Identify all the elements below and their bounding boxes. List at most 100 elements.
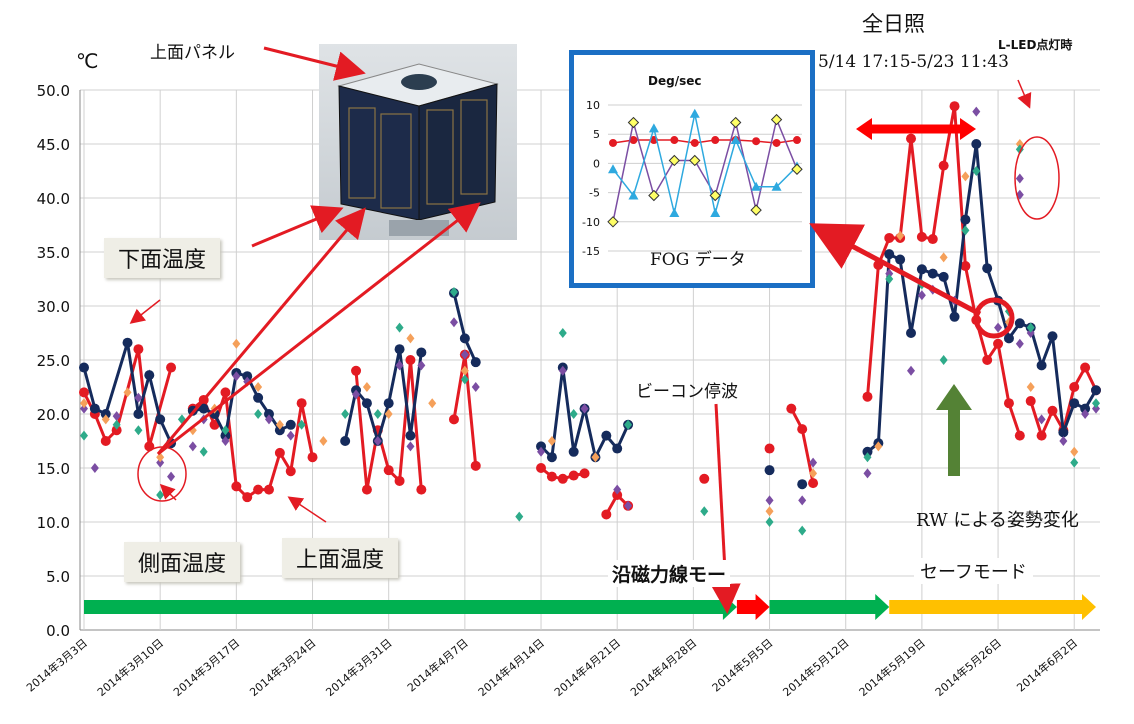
data-point	[1092, 403, 1100, 414]
fog-point	[648, 123, 659, 133]
data-point	[449, 317, 458, 328]
x-tick-label: 2014年4月21日	[551, 636, 623, 699]
safe-mode-label: セーフモード	[914, 558, 1033, 584]
fog-point	[771, 181, 782, 191]
data-point	[166, 438, 177, 449]
mode-bar-arrowhead	[1082, 594, 1096, 620]
x-tick-label: 2014年3月3日	[23, 636, 89, 695]
data-point	[558, 328, 567, 338]
data-point	[972, 106, 981, 117]
fog-y-tick-label: -15	[582, 245, 600, 258]
data-point	[939, 355, 948, 365]
data-point	[699, 473, 710, 484]
data-point	[1091, 385, 1101, 396]
y-tick-label: 40.0	[37, 190, 70, 208]
data-point	[416, 347, 427, 358]
data-point	[133, 409, 144, 419]
x-tick-label: 2014年3月17日	[170, 636, 242, 699]
data-point	[111, 425, 122, 436]
fog-point	[670, 136, 679, 145]
data-point	[863, 468, 872, 479]
data-point	[907, 365, 916, 376]
y-tick-label: 15.0	[37, 460, 70, 478]
data-point	[134, 392, 143, 403]
data-point	[764, 465, 775, 476]
data-point	[624, 500, 633, 511]
data-point	[1069, 398, 1080, 409]
data-point	[89, 403, 100, 414]
data-point	[546, 471, 557, 482]
data-point	[938, 160, 949, 171]
data-point	[536, 441, 547, 452]
data-point	[394, 475, 405, 486]
data-point	[863, 452, 872, 463]
y-tick-label: 30.0	[37, 298, 70, 316]
fog-point	[751, 181, 762, 191]
data-point	[994, 322, 1003, 333]
data-point	[1047, 331, 1058, 342]
data-point	[546, 452, 557, 463]
data-point	[253, 484, 264, 495]
data-point	[1015, 173, 1024, 184]
series-line	[82, 348, 173, 447]
data-point	[916, 264, 927, 275]
series-line	[191, 391, 314, 500]
data-point	[1081, 409, 1090, 419]
x-tick-label: 2014年5月5日	[709, 636, 775, 695]
data-point	[972, 166, 981, 176]
data-point	[80, 398, 88, 409]
data-point	[361, 484, 372, 495]
data-point	[187, 405, 198, 416]
data-point	[285, 466, 296, 477]
data-point	[579, 468, 590, 479]
data-point	[156, 490, 165, 500]
x-tick-label: 2014年6月2日	[1014, 636, 1080, 695]
data-point	[960, 214, 971, 225]
fog-point	[608, 164, 618, 174]
data-point	[798, 525, 807, 536]
data-point	[254, 409, 263, 419]
data-point	[1014, 430, 1025, 441]
data-point	[90, 463, 99, 473]
data-point	[971, 139, 982, 149]
fog-point	[629, 136, 638, 145]
y-tick-label: 20.0	[37, 406, 70, 424]
fog-point	[793, 136, 801, 145]
fog-title: Deg/sec	[648, 74, 701, 88]
data-point	[1003, 333, 1014, 344]
x-tick-label: 2014年5月19日	[856, 636, 928, 699]
data-point	[993, 338, 1004, 349]
data-point	[231, 481, 242, 492]
data-point	[340, 436, 351, 446]
data-point	[242, 492, 253, 503]
fog-y-tick-label: -5	[589, 187, 600, 200]
fog-point	[730, 135, 741, 145]
data-point	[80, 430, 88, 441]
x-tick-label: 2014年5月12日	[780, 636, 852, 699]
x-tick-label: 2014年5月26日	[932, 636, 1004, 699]
fog-point	[710, 208, 721, 218]
fog-point	[791, 163, 803, 175]
data-point	[198, 394, 209, 405]
data-point	[591, 452, 600, 463]
data-point	[177, 414, 186, 425]
data-point	[1058, 427, 1069, 438]
fog-point	[628, 190, 639, 200]
data-point	[1080, 403, 1091, 414]
data-point	[188, 441, 197, 452]
x-tick-label: 2014年4月7日	[404, 636, 470, 695]
data-point	[1014, 318, 1025, 329]
fog-point	[669, 208, 680, 218]
data-point	[471, 382, 480, 392]
y-tick-label: 5.0	[46, 568, 70, 586]
y-tick-label: 25.0	[37, 352, 70, 370]
data-point	[1059, 436, 1068, 446]
lled-label: L-LED点灯時	[998, 38, 1073, 52]
data-point	[167, 471, 176, 482]
data-point	[568, 470, 579, 481]
data-point	[220, 387, 231, 398]
mode-bar	[84, 600, 725, 614]
data-point	[263, 484, 274, 495]
data-point	[285, 419, 296, 430]
data-point	[916, 231, 927, 242]
